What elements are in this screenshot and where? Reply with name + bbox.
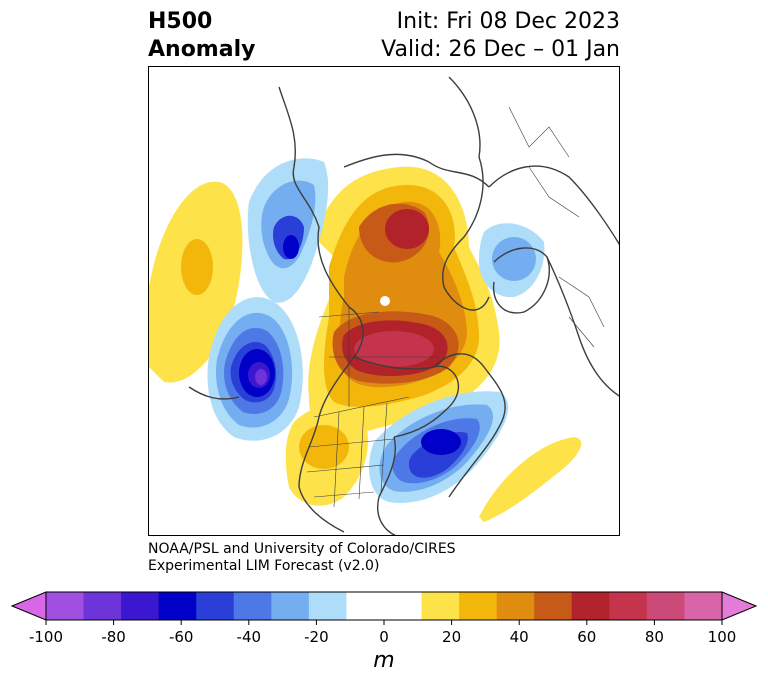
colorbar-tick-label: 80 — [644, 628, 664, 646]
trough-ne-pacific — [207, 297, 303, 441]
colorbar-right-extend-arrow — [721, 591, 758, 621]
colorbar-tick-label: -100 — [28, 628, 64, 646]
trough-europe — [479, 223, 545, 298]
colorbar-cell — [121, 592, 160, 620]
colorbar-cell — [346, 592, 385, 620]
political-borders — [306, 106, 605, 508]
colorbar-cell — [158, 592, 197, 620]
colorbar-cell — [421, 592, 460, 620]
colorbar-cell — [496, 592, 535, 620]
ridge-atlantic — [479, 437, 582, 522]
forecast-dates: Init: Fri 08 Dec 2023 Valid: 26 Dec – 01… — [381, 8, 620, 64]
title-type: Anomaly — [148, 37, 256, 62]
trough-east-north-america — [369, 391, 509, 503]
colorbar-tick-label: -80 — [101, 628, 126, 646]
credit-line-1: NOAA/PSL and University of Colorado/CIRE… — [148, 541, 456, 557]
credit-text: NOAA/PSL and University of Colorado/CIRE… — [148, 541, 456, 575]
colorbar-cell — [534, 592, 573, 620]
colorbar-tick-label: 40 — [509, 628, 529, 646]
anomaly-map — [149, 76, 619, 535]
colorbar-tick-label: -40 — [236, 628, 262, 646]
map-panel — [148, 66, 620, 536]
valid-range: Valid: 26 Dec – 01 Jan — [381, 37, 620, 62]
colorbar-cell — [571, 592, 610, 620]
credit-line-2: Experimental LIM Forecast (v2.0) — [148, 558, 380, 574]
colorbar — [10, 591, 758, 625]
trough-alaska — [247, 158, 329, 303]
colorbar-left-extend-arrow — [10, 591, 47, 621]
ridge-southwest — [285, 406, 368, 506]
colorbar-cell — [233, 592, 272, 620]
colorbar-cell — [196, 592, 235, 620]
north-pole-marker — [380, 296, 390, 306]
colorbar-tick-label: 20 — [442, 628, 462, 646]
colorbar-ticks — [45, 620, 723, 625]
colorbar-cell — [46, 592, 85, 620]
colorbar-cells — [46, 592, 723, 620]
colorbar-cell — [684, 592, 723, 620]
colorbar-cell — [459, 592, 498, 620]
colorbar-cell — [384, 592, 423, 620]
colorbar-cell — [308, 592, 347, 620]
title-variable: H500 — [148, 9, 213, 34]
colorbar-tick-label: 0 — [379, 628, 389, 646]
colorbar-tick-label: 60 — [577, 628, 597, 646]
colorbar-tick-label: -60 — [168, 628, 194, 646]
colorbar-cell — [271, 592, 310, 620]
colorbar-unit-label: m — [373, 648, 395, 673]
map-title: H500 Anomaly — [148, 8, 255, 64]
colorbar-cell — [609, 592, 648, 620]
coastlines — [188, 76, 619, 535]
ridge-arctic-canada — [308, 166, 500, 440]
colorbar-cell — [83, 592, 122, 620]
colorbar-cell — [646, 592, 685, 620]
colorbar-tick-label: 100 — [707, 628, 737, 646]
colorbar-tick-label: -20 — [304, 628, 329, 646]
init-date: Init: Fri 08 Dec 2023 — [396, 9, 620, 34]
